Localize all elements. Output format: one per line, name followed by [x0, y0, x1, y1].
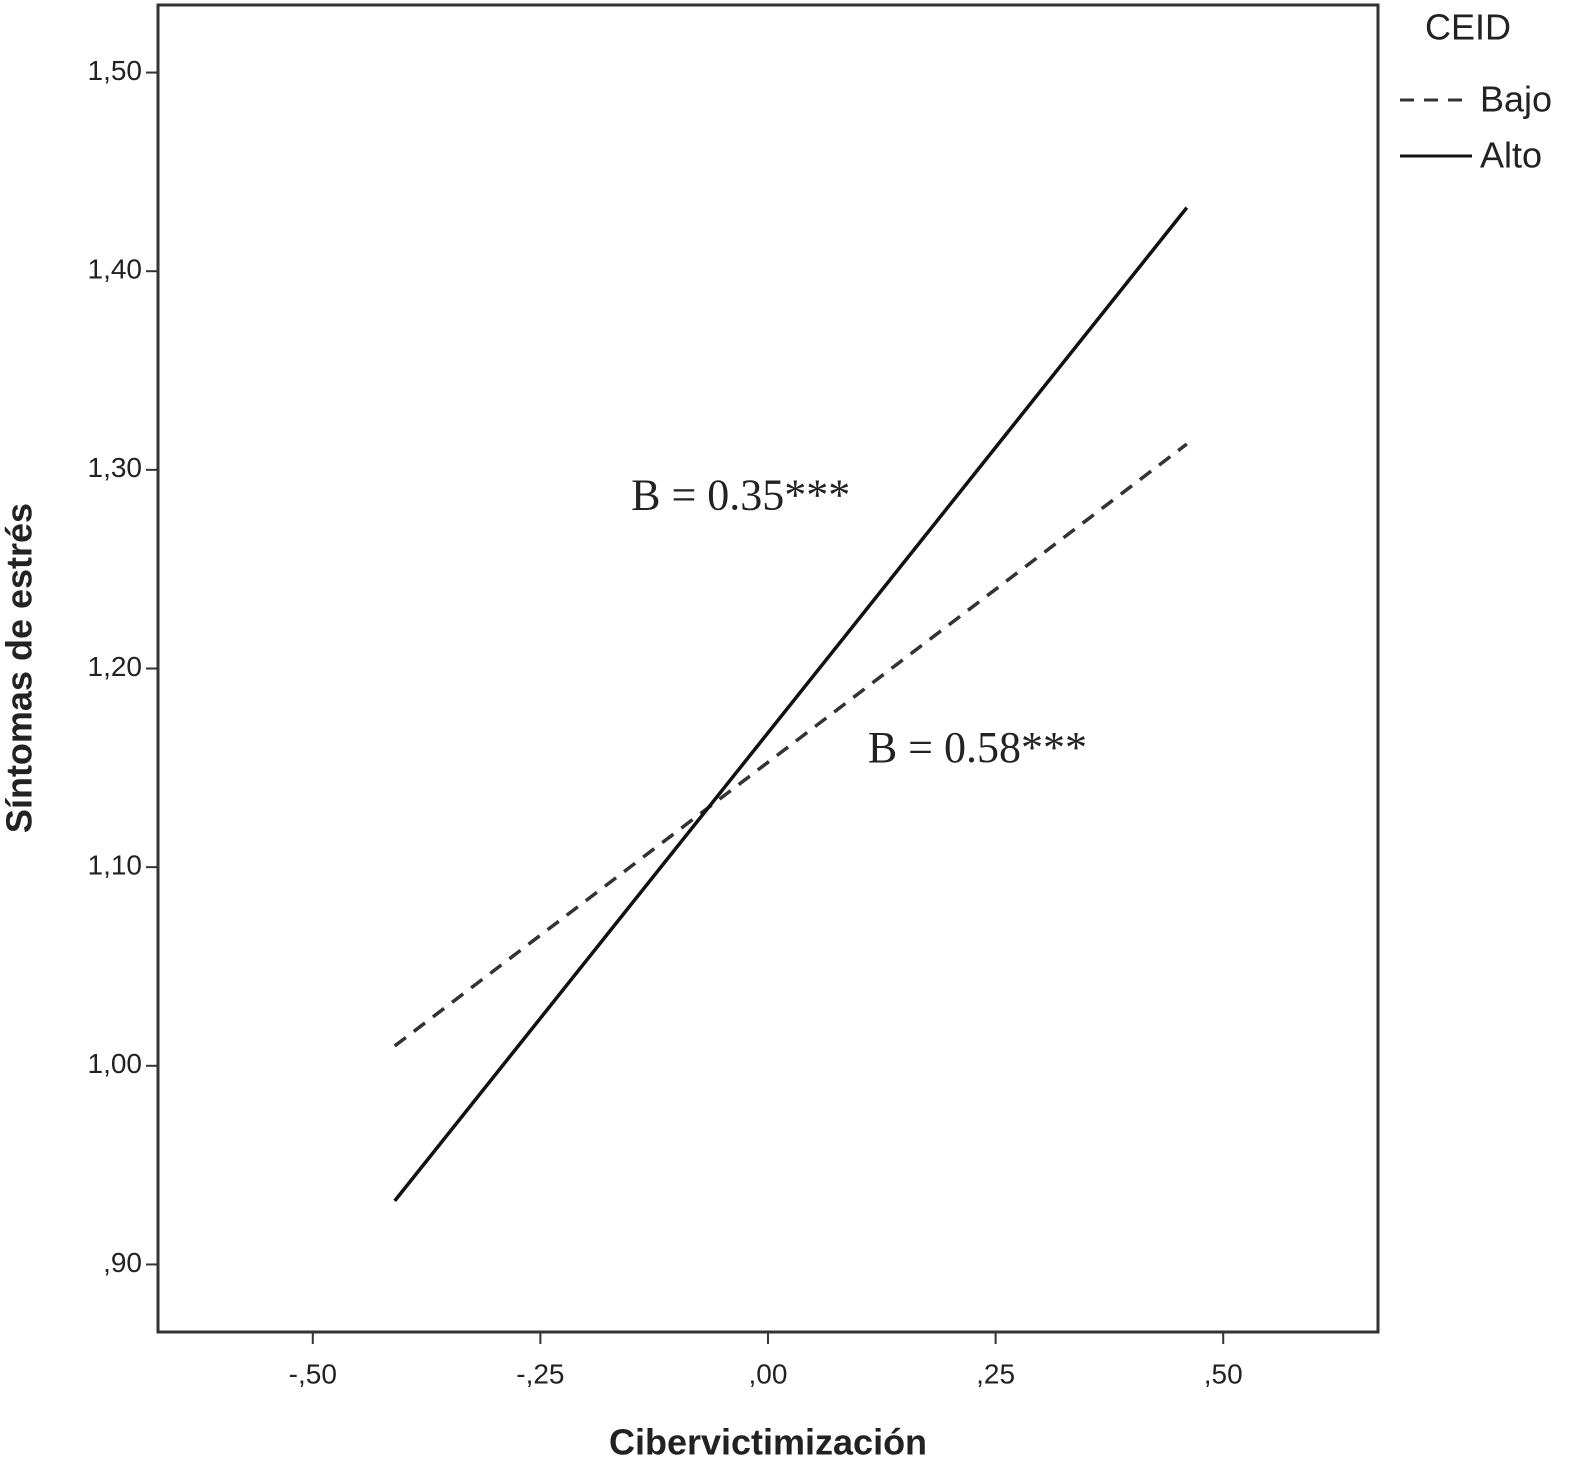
annotation: B = 0.58***: [868, 723, 1087, 772]
legend-label: Bajo: [1480, 79, 1552, 120]
y-tick-label: 1,20: [88, 651, 143, 682]
x-tick-label: -,25: [516, 1358, 564, 1389]
legend-label: Alto: [1480, 135, 1542, 176]
y-tick-label: 1,30: [88, 452, 143, 483]
x-tick-label: -,50: [289, 1358, 337, 1389]
x-tick-label: ,50: [1204, 1358, 1243, 1389]
y-tick-label: 1,40: [88, 254, 143, 285]
y-tick-label: 1,10: [88, 850, 143, 881]
x-tick-label: ,25: [976, 1358, 1015, 1389]
x-tick-label: ,00: [749, 1358, 788, 1389]
series-line: [393, 442, 1188, 1048]
y-tick-label: 1,50: [88, 55, 143, 86]
x-axis-label: Cibervictimización: [609, 1422, 927, 1463]
y-tick-label: ,90: [103, 1247, 142, 1278]
series-line: [393, 206, 1189, 1202]
legend-title: CEID: [1425, 7, 1511, 48]
y-axis-label: Síntomas de estrés: [0, 503, 40, 833]
annotation: B = 0.35***: [631, 471, 850, 520]
plot-frame: [156, 3, 1380, 1334]
y-tick-label: 1,00: [88, 1048, 143, 1079]
